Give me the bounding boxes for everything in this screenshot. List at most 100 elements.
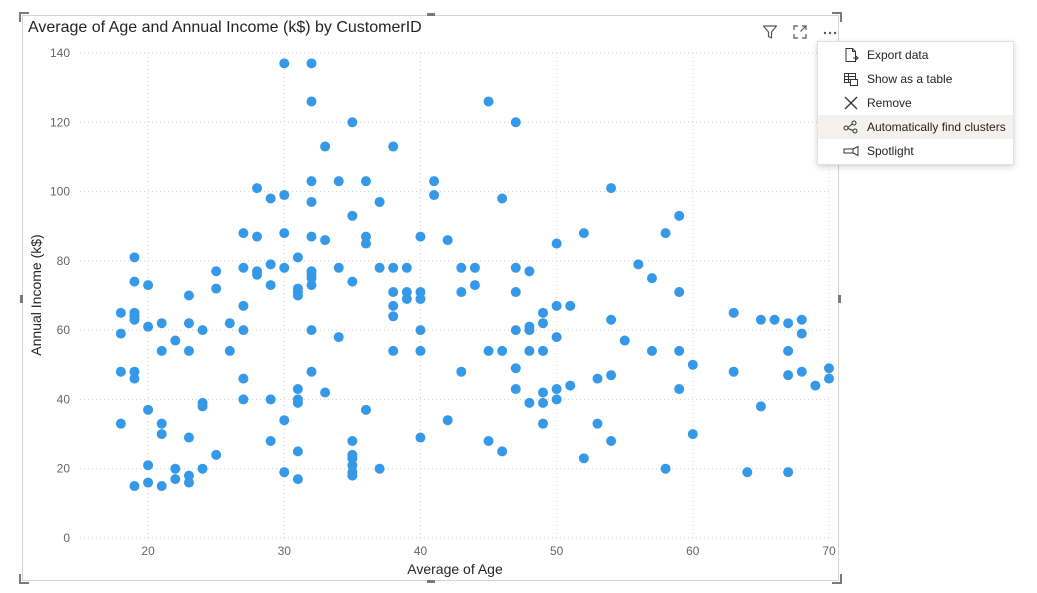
menu-item-find-clusters[interactable]: Automatically find clusters [818, 115, 1013, 139]
data-point [497, 446, 508, 457]
data-point [674, 287, 685, 298]
data-point [306, 231, 317, 242]
data-point [129, 373, 140, 384]
resize-handle-right[interactable] [838, 295, 841, 303]
data-point [211, 266, 222, 277]
data-point [796, 328, 807, 339]
menu-item-export-data[interactable]: Export data [818, 43, 1013, 67]
menu-item-spotlight[interactable]: Spotlight [818, 139, 1013, 163]
data-point [347, 210, 358, 221]
menu-item-label: Export data [867, 48, 929, 62]
data-point [306, 366, 317, 377]
data-point [292, 290, 303, 301]
data-point [388, 287, 399, 298]
data-point [415, 432, 426, 443]
data-point [320, 141, 331, 152]
data-point [606, 183, 617, 194]
menu-item-remove[interactable]: Remove [818, 91, 1013, 115]
x-tick-label: 70 [822, 544, 836, 558]
data-point [292, 446, 303, 457]
data-point [687, 429, 698, 440]
resize-corner-top-left[interactable] [19, 12, 29, 22]
data-point [183, 290, 194, 301]
data-point [633, 259, 644, 270]
data-point [538, 318, 549, 329]
data-point [415, 287, 426, 298]
data-point [755, 401, 766, 412]
data-point [728, 366, 739, 377]
data-point [755, 314, 766, 325]
data-point [646, 345, 657, 356]
chart-title: Average of Age and Annual Income (k$) by… [28, 19, 422, 36]
data-point [306, 325, 317, 336]
data-point [347, 460, 358, 471]
resize-handle-left[interactable] [20, 295, 23, 303]
data-point [197, 401, 208, 412]
resize-corner-bottom-right[interactable] [832, 574, 842, 584]
data-point [292, 397, 303, 408]
data-point [742, 467, 753, 478]
data-point [415, 293, 426, 304]
data-point [197, 463, 208, 474]
data-point [238, 373, 249, 384]
resize-corner-bottom-left[interactable] [19, 574, 29, 584]
resize-handle-bottom[interactable] [427, 580, 435, 583]
data-point [265, 259, 276, 270]
x-tick-label: 50 [550, 544, 564, 558]
data-point [279, 58, 290, 69]
more-options-icon[interactable] [820, 22, 840, 42]
data-point [156, 429, 167, 440]
data-point [143, 404, 154, 415]
data-point [606, 370, 617, 381]
data-point [374, 463, 385, 474]
data-point [292, 474, 303, 485]
data-point [592, 418, 603, 429]
data-point [429, 190, 440, 201]
data-point [238, 394, 249, 405]
data-point [360, 238, 371, 249]
data-point [497, 193, 508, 204]
menu-item-label: Spotlight [867, 144, 914, 158]
data-point [510, 384, 521, 395]
y-tick-label: 60 [57, 323, 71, 337]
data-point [265, 436, 276, 446]
data-point [211, 449, 222, 460]
data-point [238, 300, 249, 311]
data-point [510, 262, 521, 273]
filter-icon[interactable] [760, 22, 780, 42]
data-point [306, 280, 317, 291]
data-point [687, 359, 698, 370]
data-point [360, 404, 371, 415]
x-tick-label: 60 [686, 544, 700, 558]
data-point [728, 307, 739, 318]
context-menu: Export data Show as a table Remove Autom… [817, 41, 1014, 165]
resize-corner-top-right[interactable] [832, 12, 842, 22]
data-point [347, 453, 358, 464]
data-point [347, 117, 358, 128]
spotlight-icon [842, 142, 860, 160]
resize-handle-top[interactable] [427, 13, 435, 16]
data-point [524, 325, 535, 336]
y-tick-label: 0 [63, 531, 70, 545]
data-point [429, 176, 440, 187]
data-point [796, 314, 807, 325]
data-point [783, 318, 794, 329]
menu-item-label: Show as a table [867, 72, 953, 86]
data-point [783, 467, 794, 478]
data-point [252, 231, 263, 242]
focus-mode-icon[interactable] [790, 22, 810, 42]
data-point [320, 235, 331, 246]
data-point [660, 228, 671, 239]
data-point [224, 318, 235, 329]
data-point [483, 345, 494, 356]
data-point [156, 481, 167, 492]
x-axis-label: Average of Age [407, 561, 503, 577]
data-point [469, 280, 480, 291]
data-point [483, 436, 494, 446]
data-point [388, 300, 399, 311]
menu-item-show-as-table[interactable]: Show as a table [818, 67, 1013, 91]
data-point [252, 183, 263, 194]
data-point [333, 176, 344, 187]
data-point [524, 266, 535, 277]
data-point [292, 384, 303, 395]
